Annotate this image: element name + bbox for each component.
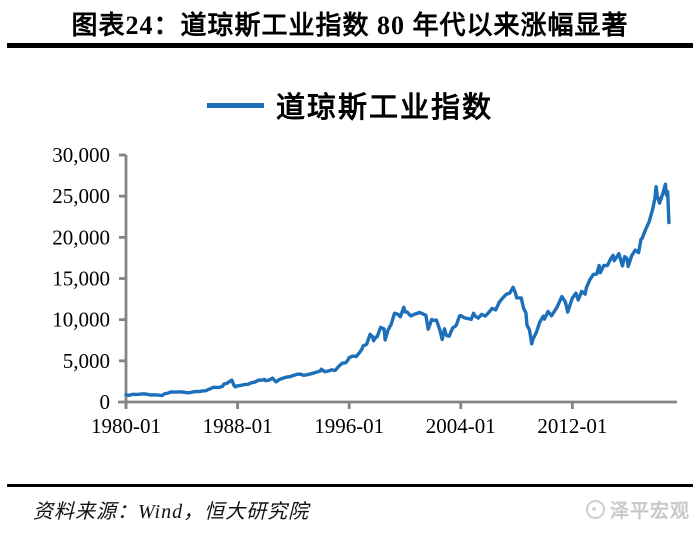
y-tick-label: 20,000: [52, 225, 110, 249]
chart-axes: [118, 155, 677, 409]
y-tick-label: 10,000: [52, 308, 110, 332]
y-axis-ticks: 0 5,000 10,000 15,000 20,000 25,000 30,000: [52, 143, 126, 414]
brand-mascot-icon: [585, 500, 605, 519]
x-tick-label: 2012-01: [537, 414, 607, 438]
x-axis-ticks: 1980-01 1988-01 1996-01 2004-01 2012-01: [91, 402, 607, 438]
legend-series-label: 道琼斯工业指数: [275, 92, 493, 124]
x-tick-label: 1996-01: [314, 414, 384, 438]
chart-legend: 道琼斯工业指数: [0, 84, 700, 126]
x-tick-label: 1988-01: [203, 414, 273, 438]
y-tick-label: 30,000: [52, 143, 110, 167]
source-note: 资料来源：Wind，恒大研究院: [33, 501, 310, 523]
x-tick-label: 1980-01: [91, 414, 161, 438]
brand-name: 泽平宏观: [609, 501, 690, 522]
y-tick-label: 15,000: [52, 267, 110, 291]
y-tick-label: 0: [100, 390, 111, 414]
footer-divider: [7, 484, 693, 487]
x-tick-label: 2004-01: [426, 414, 496, 438]
dji-series-line: [124, 182, 671, 398]
y-tick-label: 25,000: [52, 184, 110, 208]
figure-title: 图表24：道琼斯工业指数 80 年代以来涨幅显著: [71, 11, 629, 40]
brand-logo: 泽平宏观: [585, 496, 690, 523]
title-divider: [7, 43, 693, 48]
legend-line-swatch: [206, 102, 264, 108]
y-tick-label: 5,000: [63, 349, 110, 373]
